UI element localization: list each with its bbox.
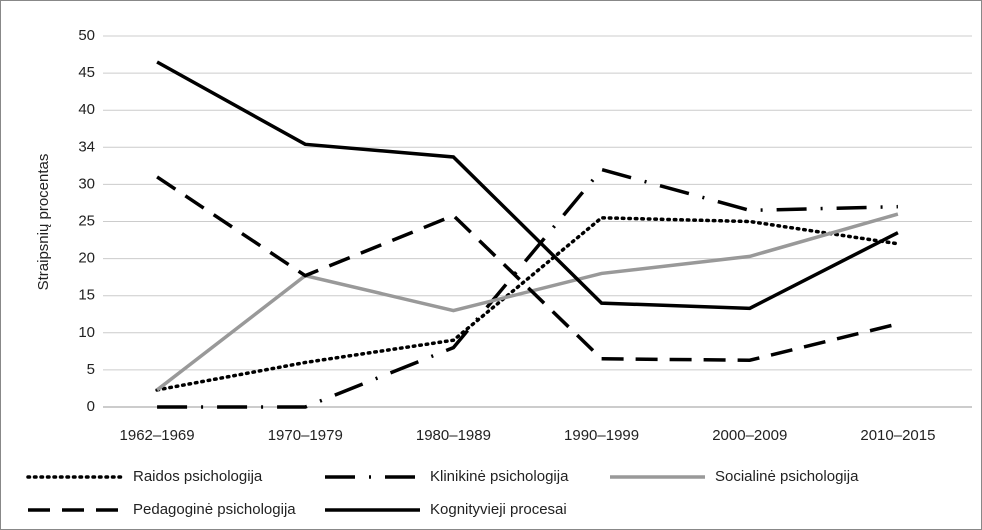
legend-label: Socialinė psichologija	[715, 468, 859, 485]
series-line	[156, 175, 899, 363]
y-tick-label: 34	[78, 138, 95, 155]
x-tick-label: 1990–1999	[564, 427, 639, 444]
y-tick-label: 30	[78, 175, 95, 192]
y-tick-label: 5	[87, 361, 95, 378]
y-axis-label: Straipsnių procentas	[35, 154, 52, 291]
x-tick-label: 2010–2015	[860, 427, 935, 444]
x-tick-label: 1962–1969	[120, 427, 195, 444]
y-tick-label: 45	[78, 64, 95, 81]
y-tick-label: 15	[78, 287, 95, 304]
y-tick-label: 25	[78, 212, 95, 229]
y-tick-label: 20	[78, 250, 95, 267]
series-line	[156, 212, 899, 392]
y-tick-label: 0	[87, 398, 95, 415]
legend-label: Kognityvieji procesai	[430, 501, 567, 518]
legend-label: Raidos psichologija	[133, 468, 263, 485]
series-line	[157, 167, 898, 409]
series-line	[156, 60, 899, 311]
y-tick-label: 50	[78, 27, 95, 44]
x-tick-label: 1980–1989	[416, 427, 491, 444]
legend-label: Klinikinė psichologija	[430, 468, 569, 485]
legend-label: Pedagoginė psichologija	[133, 501, 296, 518]
y-tick-label: 40	[78, 101, 95, 118]
y-tick-label: 10	[78, 324, 95, 341]
series-line	[155, 216, 900, 392]
x-tick-label: 1970–1979	[268, 427, 343, 444]
x-tick-label: 2000–2009	[712, 427, 787, 444]
